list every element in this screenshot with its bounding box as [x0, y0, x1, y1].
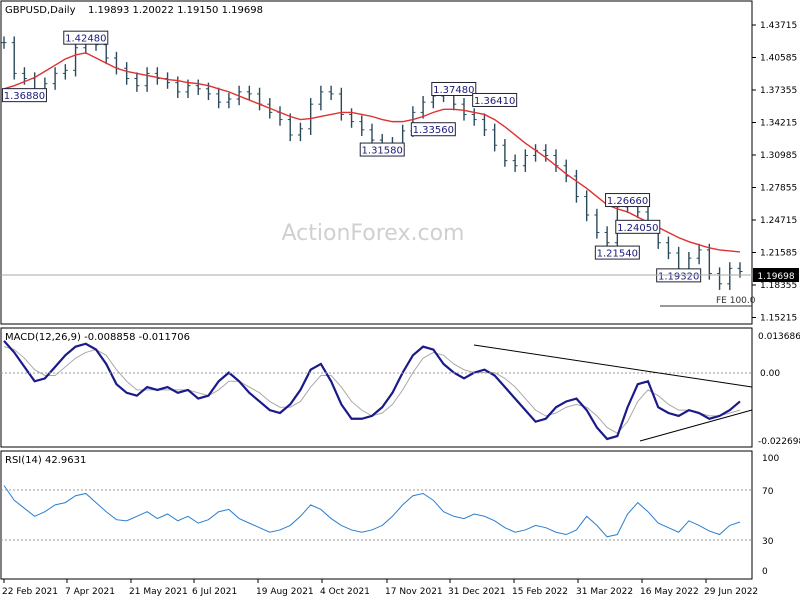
- price-axis-label: 1.43715: [760, 21, 797, 31]
- macd-title: MACD(12,26,9) -0.008858 -0.011706: [5, 332, 190, 343]
- macd-trendline-upper: [473, 344, 753, 388]
- current-price-label: 1.19698: [757, 272, 794, 282]
- price-panel: [0, 0, 753, 325]
- price-axis-label: 1.30985: [760, 151, 797, 161]
- macd-trendline-lower: [639, 409, 753, 442]
- current-price-box: [753, 268, 799, 282]
- x-axis-label: 15 Feb 2022: [512, 587, 568, 597]
- price-axis-label: 1.40585: [760, 54, 797, 64]
- ohlc-readout: 1.19893 1.20022 1.19150 1.19698: [88, 5, 263, 16]
- price-annotation-label: 1.19320: [658, 271, 699, 282]
- macd-tick-zero: 0.00: [760, 369, 780, 379]
- x-axis-label: 22 Feb 2021: [2, 587, 58, 597]
- price-annotation-label: 1.31580: [362, 146, 403, 157]
- price-annotation-box: [431, 81, 477, 96]
- rsi-tick-0: 0: [762, 567, 768, 577]
- price-annotation-label: 1.36410: [474, 96, 515, 107]
- rsi-tick-30: 30: [762, 537, 774, 547]
- rsi-title: RSI(14) 42.9631: [5, 455, 86, 466]
- price-annotation-label: 1.21540: [597, 249, 638, 260]
- price-axis-label: 1.34215: [760, 119, 797, 129]
- rsi-panel: [0, 450, 753, 580]
- price-axis-label: 1.18355: [760, 281, 797, 291]
- price-annotation-label: 1.24050: [617, 223, 658, 234]
- x-axis-label: 21 May 2021: [129, 587, 188, 597]
- price-annotation-label: 1.37480: [433, 85, 474, 96]
- price-axis-label: 1.27855: [760, 184, 797, 194]
- moving-average-line: [3, 52, 741, 253]
- price-annotation-box: [63, 30, 109, 45]
- price-axis-label: 1.21585: [760, 249, 797, 259]
- price-annotation-box: [1, 88, 47, 103]
- x-axis-label: 16 May 2022: [640, 587, 699, 597]
- price-annotation-box: [359, 142, 405, 157]
- price-axis-label: 1.37355: [760, 86, 797, 96]
- rsi-tick-70: 70: [762, 487, 774, 497]
- price-axis-label: 1.24715: [760, 216, 797, 226]
- x-axis-label: 7 Apr 2021: [65, 587, 115, 597]
- price-annotation-box: [410, 122, 456, 137]
- x-axis-label: 31 Mar 2022: [576, 587, 633, 597]
- price-title: GBPUSD,Daily: [5, 5, 76, 16]
- rsi-line: [3, 485, 741, 538]
- price-annotation-box: [605, 193, 651, 208]
- price-axis-label: 1.15215: [760, 314, 797, 324]
- macd-panel: [0, 327, 753, 448]
- price-annotation-box: [615, 219, 661, 234]
- x-axis-label: 6 Jul 2021: [192, 587, 237, 597]
- x-axis-label: 29 Jun 2022: [704, 587, 758, 597]
- x-axis-label: 31 Dec 2021: [448, 587, 506, 597]
- x-axis-label: 4 Oct 2021: [320, 587, 370, 597]
- price-annotation-label: 1.26660: [607, 196, 648, 207]
- fe-label: FE 100.0: [716, 296, 756, 306]
- watermark: ActionForex.com: [282, 221, 465, 246]
- x-axis-label: 19 Aug 2021: [256, 587, 314, 597]
- price-annotation-label: 1.33560: [413, 125, 454, 136]
- rsi-tick-100: 100: [762, 454, 779, 464]
- price-annotation-box: [472, 92, 518, 107]
- macd-tick-top: 0.013686: [758, 332, 800, 342]
- price-annotation-label: 1.36880: [4, 91, 45, 102]
- price-annotation-box: [594, 245, 640, 260]
- price-annotation-label: 1.42480: [65, 34, 106, 45]
- macd-line: [3, 340, 741, 441]
- x-axis-label: 17 Nov 2021: [385, 587, 443, 597]
- macd-tick-bottom: -0.022698: [758, 437, 800, 447]
